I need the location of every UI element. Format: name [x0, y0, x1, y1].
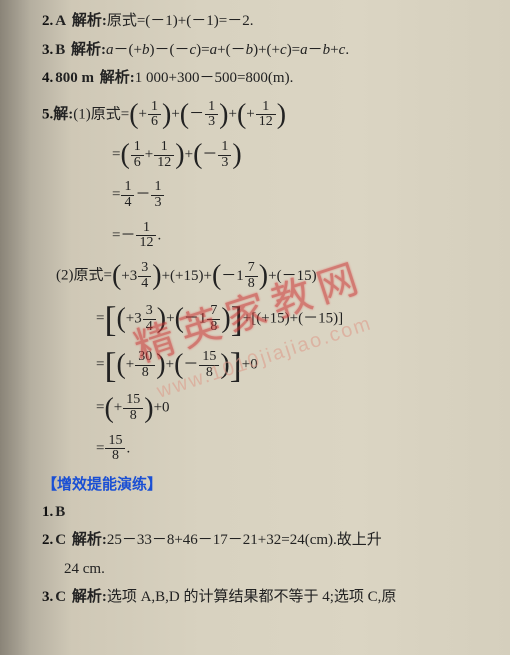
item-5-p1-line3: =14－13: [42, 180, 492, 210]
analysis-label: 解析:: [72, 13, 107, 29]
analysis-label: 解析:: [100, 70, 135, 86]
item-number: 5.: [42, 106, 53, 122]
item-5-p2-line4: =(+158)+0: [42, 393, 492, 423]
item-expr: 1 000+300－500=800(m).: [135, 70, 294, 86]
item-5-p2-line2: =[(+334)+(－178)]+[(+15)+(－15)]: [42, 301, 492, 337]
exercise-2: 2.C 解析:25－33－8+46－17－21+32=24(cm).故上升: [42, 529, 492, 552]
analysis-label: 解析:: [72, 589, 107, 605]
item-number: 2.: [42, 13, 53, 29]
item-number: 1.: [42, 504, 53, 520]
item-number: 4.: [42, 70, 53, 86]
item-answer: B: [55, 504, 65, 520]
item-5-p2-line1: (2)原式=(+334)+(+15)+(－178)+(－15): [42, 261, 492, 291]
item-number: 3.: [42, 589, 53, 605]
math-expr: (+334)+(+15)+(－178)+(－15): [112, 268, 317, 284]
analysis-label: 解析:: [72, 532, 107, 548]
item-number: 3.: [42, 42, 53, 58]
analysis-label: 解析:: [71, 42, 106, 58]
item-5-p1-line1: 5.解:(1)原式=(+16)+(－13)+(+112): [42, 100, 492, 130]
p2-lead: (2)原式=: [56, 268, 112, 284]
p1-lead: (1)原式=: [73, 106, 129, 122]
math-expr: (+16)+(－13)+(+112): [129, 106, 286, 122]
item-5-p2-line3: =[(+308)+(－158)]+0: [42, 347, 492, 383]
item-answer: A: [55, 13, 66, 29]
item-answer: 800 m: [55, 70, 94, 86]
item-5-p1-line4: =－112.: [42, 221, 492, 251]
item-number: 2.: [42, 532, 53, 548]
item-answer: C: [55, 589, 66, 605]
item-answer: C: [55, 532, 66, 548]
item-2: 2.A 解析:原式=(－1)+(－1)=－2.: [42, 10, 492, 33]
exercise-2-cont: 24 cm.: [42, 558, 492, 581]
item-expr: 25－33－8+46－17－21+32=24(cm).故上升: [107, 532, 382, 548]
item-expr: a－(+b)－(－c)=a+(－b)+(+c)=a－b+c.: [106, 42, 349, 58]
solution-label: 解:: [53, 106, 73, 122]
exercise-3: 3.C 解析:选项 A,B,D 的计算结果都不等于 4;选项 C,原: [42, 586, 492, 609]
item-expr: 选项 A,B,D 的计算结果都不等于 4;选项 C,原: [107, 589, 397, 605]
item-5-p2-line5: =158.: [42, 434, 492, 464]
item-expr: 原式=(－1)+(－1)=－2.: [107, 13, 254, 29]
exercise-1: 1.B: [42, 501, 492, 524]
item-answer: B: [55, 42, 65, 58]
item-5-p1-line2: =(16+112)+(－13): [42, 140, 492, 170]
section-heading: 【增效提能演练】: [42, 474, 492, 497]
item-4: 4.800 m 解析:1 000+300－500=800(m).: [42, 67, 492, 90]
item-3: 3.B 解析:a－(+b)－(－c)=a+(－b)+(+c)=a－b+c.: [42, 39, 492, 62]
page-content: 2.A 解析:原式=(－1)+(－1)=－2. 3.B 解析:a－(+b)－(－…: [0, 0, 510, 625]
